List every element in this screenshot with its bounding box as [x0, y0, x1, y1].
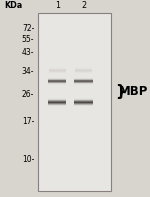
Bar [48, 81, 66, 82]
Bar [48, 78, 66, 79]
Bar [74, 103, 93, 104]
Bar [75, 69, 92, 70]
Bar [48, 84, 66, 85]
Bar [48, 79, 66, 80]
Text: }: } [115, 84, 125, 99]
Bar [48, 101, 66, 102]
Bar [74, 98, 93, 99]
Bar [74, 101, 93, 102]
Bar [49, 71, 66, 72]
Bar [74, 104, 93, 105]
Bar [48, 98, 66, 99]
Bar [74, 99, 93, 100]
Bar [48, 105, 66, 106]
Bar [49, 68, 66, 69]
Bar [48, 83, 66, 84]
Bar [49, 72, 66, 73]
Bar [74, 82, 93, 83]
Bar [49, 70, 66, 71]
Text: 72-: 72- [22, 24, 34, 33]
Bar [74, 78, 93, 79]
Bar [48, 103, 66, 104]
Text: 26-: 26- [22, 90, 34, 99]
Bar [48, 100, 66, 101]
Bar [48, 104, 66, 105]
Text: 43-: 43- [22, 48, 34, 57]
Bar [75, 72, 92, 73]
Text: 10-: 10- [22, 155, 34, 164]
Bar [74, 100, 93, 101]
Bar [49, 69, 66, 70]
Bar [74, 83, 93, 84]
Bar [49, 73, 66, 74]
Bar [74, 81, 93, 82]
FancyBboxPatch shape [38, 13, 111, 191]
Bar [48, 82, 66, 83]
Bar [74, 105, 93, 106]
Bar [48, 99, 66, 100]
Bar [74, 80, 93, 81]
Bar [75, 73, 92, 74]
Text: 55-: 55- [22, 35, 34, 44]
Bar [75, 67, 92, 68]
Text: 2: 2 [81, 1, 86, 10]
Bar [74, 102, 93, 103]
Text: MBP: MBP [119, 85, 148, 98]
Bar [48, 102, 66, 103]
Text: 17-: 17- [22, 117, 34, 126]
Text: 1: 1 [55, 1, 60, 10]
Bar [75, 68, 92, 69]
Bar [74, 84, 93, 85]
Bar [49, 67, 66, 68]
Text: 34-: 34- [22, 67, 34, 76]
Bar [75, 71, 92, 72]
Text: KDa: KDa [4, 1, 22, 10]
Bar [74, 79, 93, 80]
Bar [48, 80, 66, 81]
Bar [75, 70, 92, 71]
